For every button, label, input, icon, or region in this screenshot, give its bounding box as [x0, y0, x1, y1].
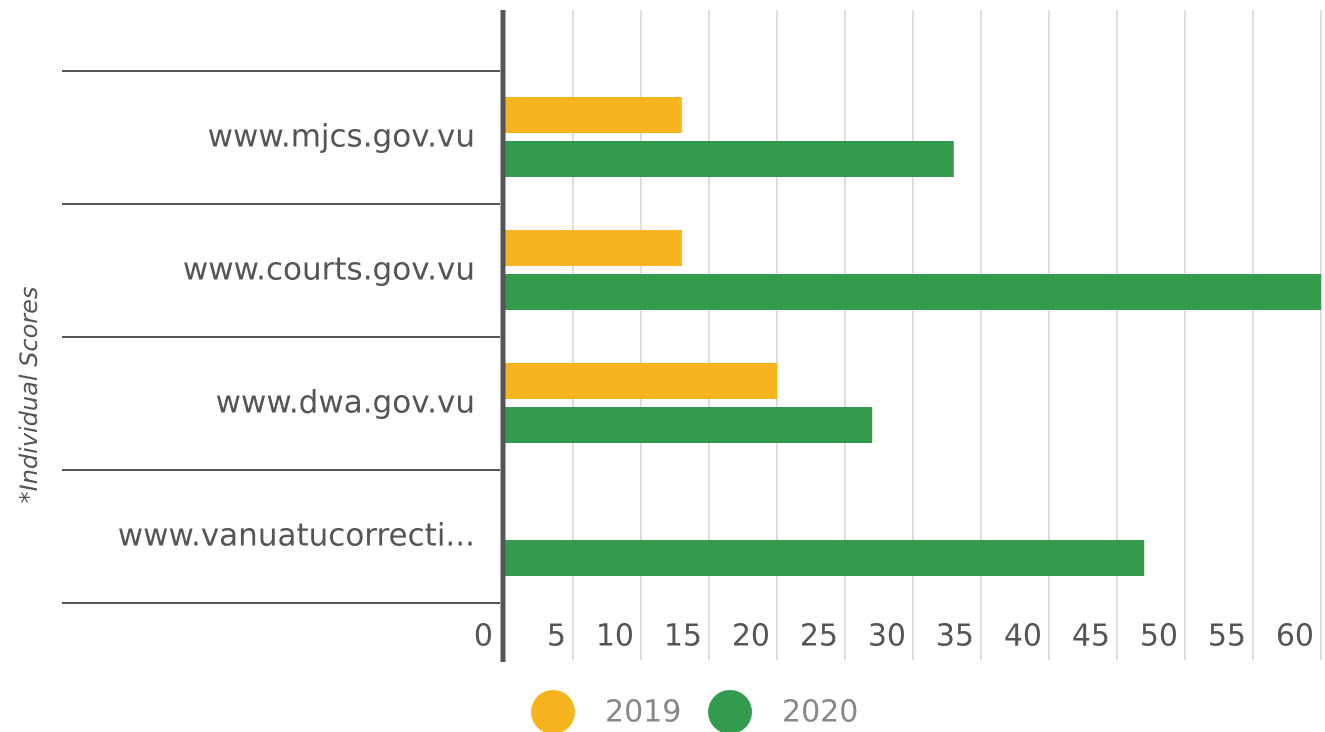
x-tick-label: 45 [1072, 619, 1110, 654]
legend-swatch [531, 690, 575, 732]
x-tick-label: 55 [1208, 619, 1246, 654]
x-tick-label: 0 [474, 619, 493, 654]
bar [505, 274, 1321, 310]
bar [505, 407, 873, 443]
y-axis-label: *Individual Scores [15, 287, 43, 504]
bar [505, 230, 682, 266]
y-tick-label: www.dwa.gov.vu [216, 385, 475, 421]
y-tick-label: www.courts.gov.vu [183, 252, 475, 288]
y-tick-label: www.vanuatucorrecti... [118, 518, 475, 554]
bar [505, 141, 954, 177]
x-tick-label: 20 [732, 619, 770, 654]
x-tick-label: 35 [936, 619, 974, 654]
legend-label: 2019 [605, 695, 681, 730]
x-tick-label: 15 [664, 619, 702, 654]
x-tick-label: 50 [1140, 619, 1178, 654]
x-tick-label: 40 [1004, 619, 1042, 654]
y-tick-label: www.mjcs.gov.vu [208, 119, 475, 155]
legend-label: 2020 [782, 695, 858, 730]
legend-swatch [708, 690, 752, 732]
bar [505, 540, 1145, 576]
x-tick-label: 30 [868, 619, 906, 654]
x-tick-label: 60 [1276, 619, 1314, 654]
bar [505, 97, 682, 133]
bar [505, 363, 777, 399]
x-tick-label: 25 [800, 619, 838, 654]
x-tick-label: 5 [547, 619, 566, 654]
x-tick-label: 10 [596, 619, 634, 654]
